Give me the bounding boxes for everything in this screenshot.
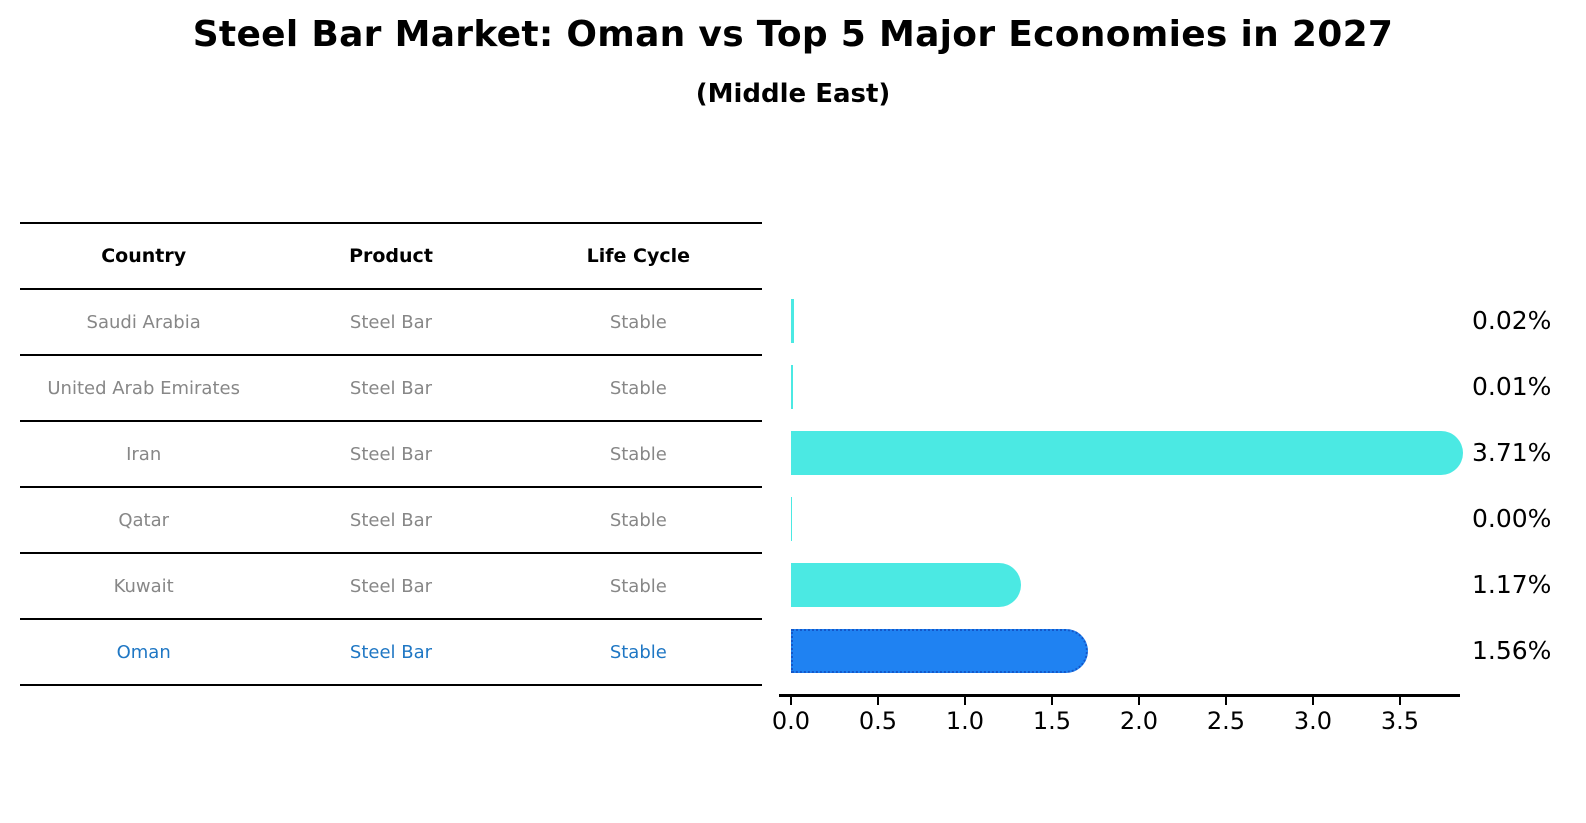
- axis-tick-label-0.0: 0.0: [771, 707, 811, 735]
- table-body: Saudi Arabia Steel Bar Stable United Arab E…: [20, 288, 762, 684]
- bar-qatar: [791, 497, 793, 541]
- axis-tick-0.5: [876, 696, 880, 705]
- axis-tick-label-0.5: 0.5: [858, 707, 898, 735]
- cell-product: Steel Bar: [349, 575, 433, 597]
- value-label-iran: 3.71%: [1472, 438, 1552, 467]
- cell-product: Steel Bar: [349, 377, 433, 399]
- cell-life-cycle: Stable: [609, 377, 667, 399]
- bar-iran: [791, 431, 1463, 475]
- table-row-united-arab-emirates: United Arab Emirates Steel Bar Stable: [20, 354, 762, 420]
- cell-country: Iran: [126, 443, 162, 465]
- chart-title: Steel Bar Market: Oman vs Top 5 Major Ec…: [192, 14, 1394, 55]
- bar-kuwait: [791, 563, 1021, 607]
- axis-tick-label-1.5: 1.5: [1032, 707, 1072, 735]
- axis-tick-label-2.5: 2.5: [1206, 707, 1246, 735]
- cell-product: Steel Bar: [349, 641, 433, 663]
- table-row-iran: Iran Steel Bar Stable: [20, 420, 762, 486]
- cell-life-cycle: Stable: [609, 575, 667, 597]
- chart-subtitle: (Middle East): [695, 79, 891, 109]
- axis-tick-label-1.0: 1.0: [945, 707, 985, 735]
- value-label-saudi-arabia: 0.02%: [1472, 306, 1552, 335]
- axis-tick-2.5: [1224, 696, 1228, 705]
- cell-life-cycle: Stable: [609, 443, 667, 465]
- cell-product: Steel Bar: [349, 443, 433, 465]
- bar-saudi-arabia: [791, 299, 795, 343]
- axis-tick-1.0: [963, 696, 967, 705]
- column-header-country: Country: [101, 245, 187, 267]
- cell-life-cycle: Stable: [609, 509, 667, 531]
- cell-country: Kuwait: [113, 575, 174, 597]
- axis-tick-3.0: [1311, 696, 1315, 705]
- column-header-product: Product: [349, 245, 433, 267]
- axis-tick-0.0: [789, 696, 793, 705]
- cell-country: United Arab Emirates: [47, 377, 240, 399]
- table-row-qatar: Qatar Steel Bar Stable: [20, 486, 762, 552]
- table-row-saudi-arabia: Saudi Arabia Steel Bar Stable: [20, 288, 762, 354]
- table-row-oman: Oman Steel Bar Stable: [20, 618, 762, 684]
- cell-product: Steel Bar: [349, 311, 433, 333]
- value-label-oman: 1.56%: [1472, 636, 1552, 665]
- cell-product: Steel Bar: [349, 509, 433, 531]
- column-header-life-cycle: Life Cycle: [586, 245, 691, 267]
- axis-tick-label-3.5: 3.5: [1380, 707, 1420, 735]
- cell-life-cycle: Stable: [609, 311, 667, 333]
- cell-country: Saudi Arabia: [86, 311, 201, 333]
- table-header-row: Country Product Life Cycle: [20, 222, 762, 288]
- x-axis-line: [779, 694, 1460, 697]
- cell-life-cycle: Stable: [609, 641, 667, 663]
- value-label-kuwait: 1.17%: [1472, 570, 1552, 599]
- axis-tick-3.5: [1398, 696, 1402, 705]
- table-row-kuwait: Kuwait Steel Bar Stable: [20, 552, 762, 618]
- comparison-table: Country Product Life Cycle Saudi Arabia S…: [20, 222, 762, 686]
- value-label-qatar: 0.00%: [1472, 504, 1552, 533]
- bar-oman: [791, 629, 1088, 673]
- value-label-united-arab-emirates: 0.01%: [1472, 372, 1552, 401]
- axis-tick-2.0: [1137, 696, 1141, 705]
- axis-tick-1.5: [1050, 696, 1054, 705]
- axis-tick-label-2.0: 2.0: [1119, 707, 1159, 735]
- cell-country: Oman: [116, 641, 171, 663]
- bar-united-arab-emirates: [791, 365, 793, 409]
- axis-tick-label-3.0: 3.0: [1293, 707, 1333, 735]
- cell-country: Qatar: [118, 509, 169, 531]
